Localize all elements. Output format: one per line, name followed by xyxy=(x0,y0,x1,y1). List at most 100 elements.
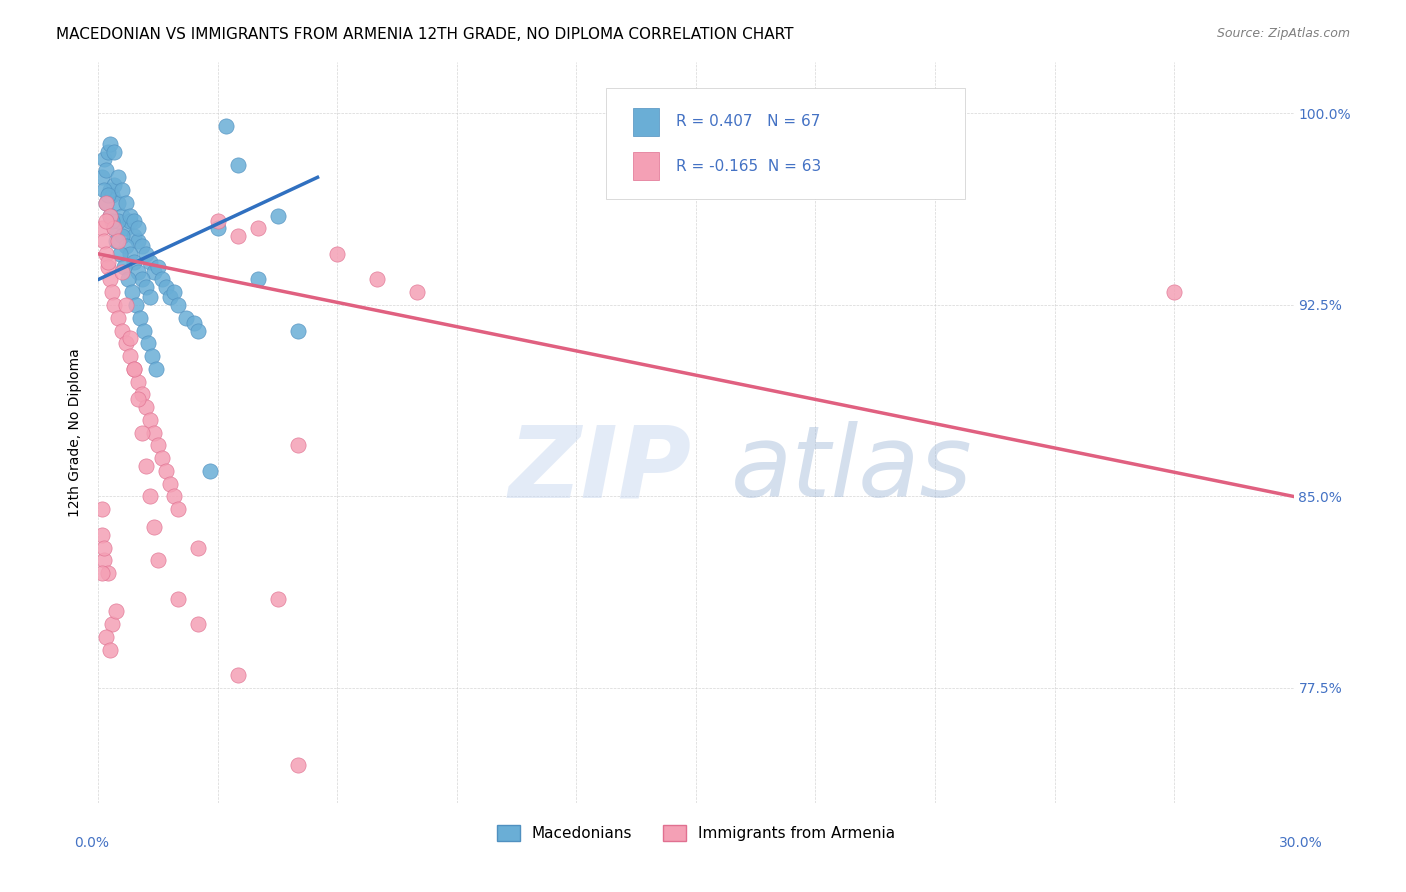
Point xyxy=(93,541,115,555)
Point xyxy=(111,229,134,244)
Text: MACEDONIAN VS IMMIGRANTS FROM ARMENIA 12TH GRADE, NO DIPLOMA CORRELATION CHART: MACEDONIAN VS IMMIGRANTS FROM ARMENIA 12… xyxy=(56,27,794,42)
Point xyxy=(155,464,177,478)
Point xyxy=(215,120,238,134)
Point xyxy=(96,162,118,177)
Point xyxy=(174,310,197,325)
Point xyxy=(125,298,148,312)
Point xyxy=(131,387,153,401)
Point xyxy=(91,566,114,580)
Point xyxy=(124,361,146,376)
Point xyxy=(120,331,142,345)
Point xyxy=(103,145,125,159)
Point xyxy=(101,285,124,300)
Point xyxy=(145,361,167,376)
Point xyxy=(267,591,290,606)
Point xyxy=(127,375,149,389)
Point xyxy=(226,668,249,682)
Point xyxy=(105,234,128,248)
Point xyxy=(107,170,129,185)
Point xyxy=(96,630,118,644)
Point xyxy=(159,290,181,304)
Point xyxy=(150,451,173,466)
Point xyxy=(187,541,209,555)
Point xyxy=(143,425,166,440)
Point xyxy=(96,195,118,210)
Point xyxy=(139,490,162,504)
Point xyxy=(207,213,229,227)
Point xyxy=(96,213,118,227)
Point xyxy=(121,285,143,300)
Point xyxy=(101,617,124,632)
Point xyxy=(111,183,134,197)
Point xyxy=(127,265,149,279)
Point xyxy=(131,272,153,286)
Point xyxy=(124,254,146,268)
Point xyxy=(103,221,125,235)
Point xyxy=(93,234,115,248)
Y-axis label: 12th Grade, No Diploma: 12th Grade, No Diploma xyxy=(69,348,83,517)
Point xyxy=(143,520,166,534)
Text: R = -0.165  N = 63: R = -0.165 N = 63 xyxy=(676,159,821,174)
Point xyxy=(124,361,146,376)
Point xyxy=(98,209,122,223)
Point xyxy=(167,502,190,516)
Point xyxy=(97,254,120,268)
Point xyxy=(131,425,153,440)
Point xyxy=(120,247,142,261)
Point xyxy=(406,285,429,300)
Point xyxy=(163,490,186,504)
Point xyxy=(120,213,142,227)
Point xyxy=(103,178,125,192)
Point xyxy=(366,272,388,286)
Point xyxy=(135,280,157,294)
FancyBboxPatch shape xyxy=(606,88,965,200)
Point xyxy=(124,213,146,227)
Point xyxy=(139,254,162,268)
Point xyxy=(287,324,309,338)
Point xyxy=(139,413,162,427)
Point xyxy=(91,170,114,185)
Text: Source: ZipAtlas.com: Source: ZipAtlas.com xyxy=(1216,27,1350,40)
Text: 30.0%: 30.0% xyxy=(1278,836,1323,850)
Point xyxy=(115,336,138,351)
Point xyxy=(107,195,129,210)
Point xyxy=(183,316,205,330)
Point xyxy=(98,183,122,197)
Point xyxy=(105,604,128,618)
Point xyxy=(112,260,135,274)
Point xyxy=(167,591,190,606)
Point xyxy=(107,213,129,227)
Text: atlas: atlas xyxy=(731,421,972,518)
Text: ZIP: ZIP xyxy=(509,421,692,518)
Point xyxy=(107,310,129,325)
Point xyxy=(120,209,142,223)
Point xyxy=(103,298,125,312)
Point xyxy=(115,195,138,210)
Point xyxy=(91,527,114,541)
Point xyxy=(134,324,156,338)
Point xyxy=(96,247,118,261)
Point xyxy=(187,617,209,632)
Point xyxy=(97,145,120,159)
Point xyxy=(91,502,114,516)
Point xyxy=(136,336,159,351)
Point xyxy=(96,195,118,210)
Point xyxy=(98,209,122,223)
Point xyxy=(98,642,122,657)
Point xyxy=(111,209,134,223)
Point xyxy=(150,272,173,286)
FancyBboxPatch shape xyxy=(633,152,659,180)
Point xyxy=(91,221,114,235)
Point xyxy=(135,400,157,414)
Point xyxy=(207,221,229,235)
Text: 0.0%: 0.0% xyxy=(75,836,108,850)
Point xyxy=(267,209,290,223)
Point xyxy=(326,247,349,261)
Point xyxy=(226,157,249,171)
Point xyxy=(129,310,152,325)
Point xyxy=(135,458,157,473)
Point xyxy=(115,239,138,253)
Point xyxy=(93,553,115,567)
Point xyxy=(139,290,162,304)
Point xyxy=(141,349,163,363)
